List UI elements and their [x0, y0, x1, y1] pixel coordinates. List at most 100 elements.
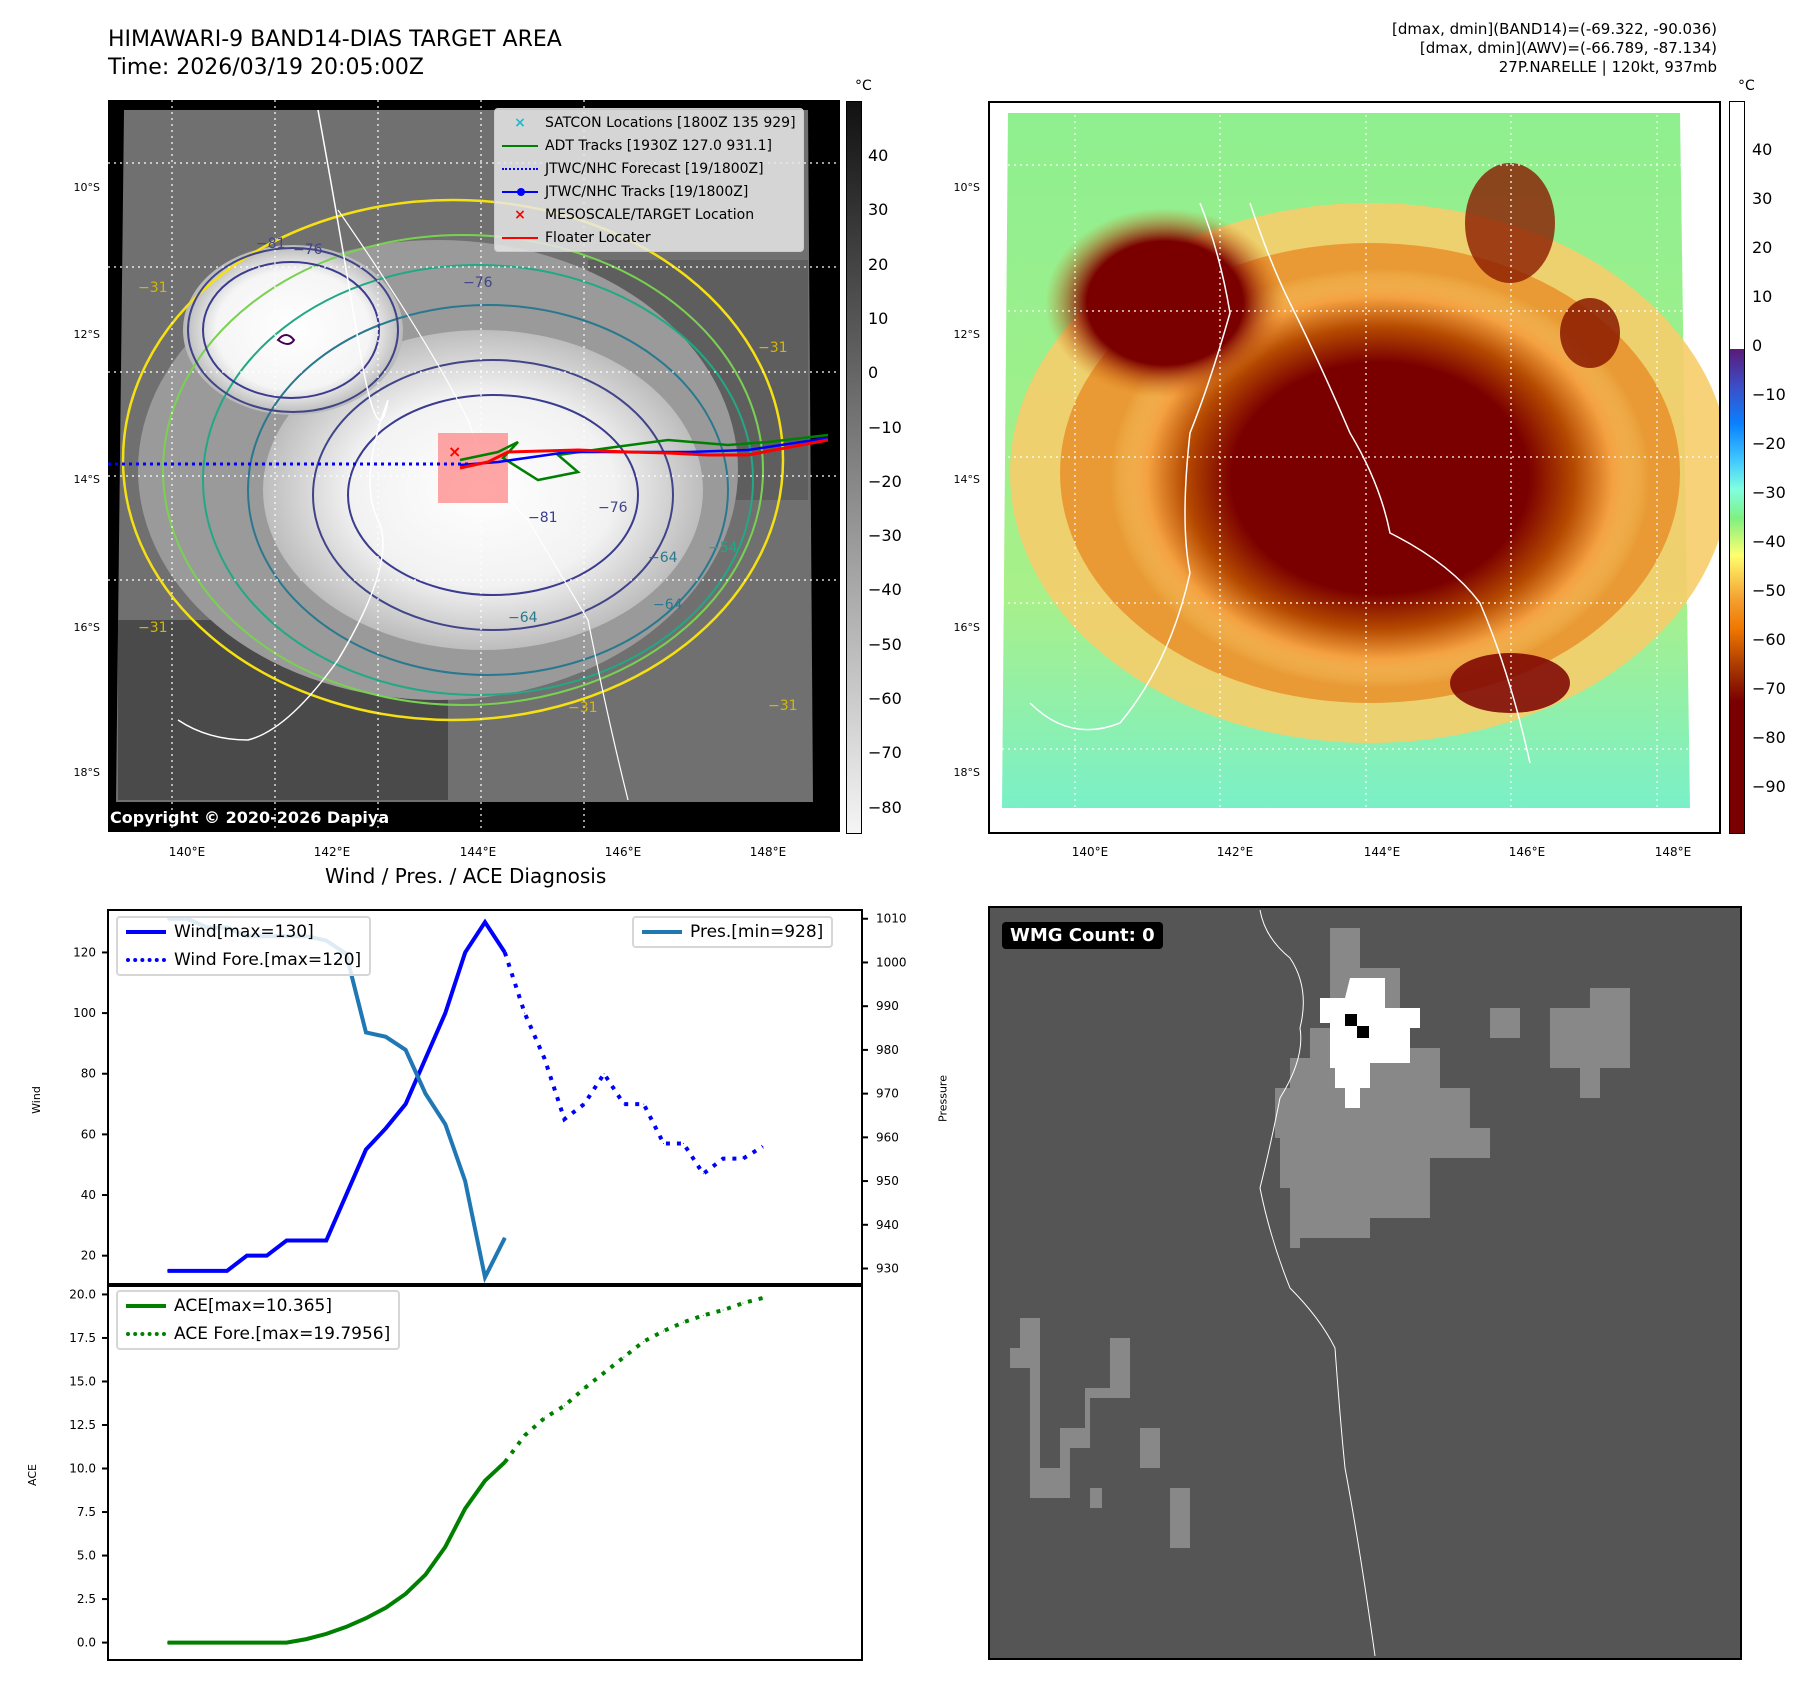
wmg-gray-patch	[1170, 1488, 1190, 1548]
data-point	[603, 1372, 605, 1374]
legend-label: ACE[max=10.365]	[174, 1296, 332, 1316]
ace-tick-label: 10.0	[69, 1462, 96, 1476]
ace-chart: 0.0 2.5 5.0 7.5 10.0 12.5 15.0 17.5 20.0 ACE	[26, 1283, 863, 1661]
contour-label: −64	[653, 597, 683, 613]
ir-lon-label: 148°E	[749, 845, 787, 859]
pressure-tick-label: 990	[876, 999, 899, 1013]
data-point	[424, 1574, 426, 1576]
ace-tick-label: 12.5	[69, 1418, 96, 1432]
ir-map-image: ×	[108, 100, 840, 832]
pressure-tick-label: 960	[876, 1130, 899, 1144]
copyright-text: Copyright © 2020-2026 Dapiya	[110, 808, 390, 827]
awv-lat-label: 14°S	[953, 473, 980, 486]
ace-tick-label: 20.0	[69, 1287, 96, 1301]
legend-item-floater: Floater Locater	[495, 226, 803, 249]
awv-lon-label: 148°E	[1654, 845, 1692, 859]
data-point	[186, 1642, 188, 1644]
contour-minus31	[121, 198, 785, 722]
wind-tick-label: 80	[81, 1067, 96, 1081]
legend-item-satcon: × SATCON Locations [1800Z 135 929]	[495, 111, 803, 134]
awv-lat-label: 16°S	[953, 621, 980, 634]
data-point	[762, 1146, 764, 1148]
ir-colorbar	[846, 101, 862, 834]
pressure-tick-label: 950	[876, 1174, 899, 1188]
contour-label: −76	[598, 500, 628, 516]
ir-lat-label: 14°S	[73, 473, 100, 486]
data-point	[226, 1270, 228, 1272]
data-point	[365, 1031, 367, 1033]
data-point	[702, 1314, 704, 1316]
data-point	[385, 1036, 387, 1038]
colorbar-tick-label: 0	[868, 363, 879, 383]
ace-tick-label: 17.5	[69, 1331, 96, 1345]
wmg-count-badge: WMG Count: 0	[1002, 922, 1163, 949]
data-point	[186, 1270, 188, 1272]
data-point	[623, 1103, 625, 1105]
contour-minus64-inner	[247, 304, 729, 676]
data-point	[682, 1142, 684, 1144]
ace-y-ticks: 0.0 2.5 5.0 7.5 10.0 12.5 15.0 17.5 20.0	[69, 1287, 108, 1650]
data-point	[663, 1142, 665, 1144]
wmg-gray-region-e	[1490, 988, 1630, 1098]
contour-label: −54	[708, 540, 738, 556]
colorbar-tick-label: 30	[868, 200, 889, 220]
ir-lat-label: 12°S	[73, 328, 100, 341]
data-point	[167, 1642, 169, 1644]
colorbar-tick-label: −10	[868, 417, 902, 437]
colorbar-tick-label: −20	[1752, 434, 1786, 453]
data-point	[444, 1123, 446, 1125]
colorbar-tick-label: −50	[1752, 581, 1786, 600]
colorbar-tick-label: −20	[868, 471, 902, 491]
contour-label: −31	[768, 698, 798, 714]
data-point	[464, 1508, 466, 1510]
colorbar-tick-label: 30	[1752, 189, 1773, 208]
data-point	[385, 1127, 387, 1129]
awv-lon-label: 144°E	[1363, 845, 1401, 859]
colorbar-tick-label: −70	[1752, 679, 1786, 698]
data-point	[663, 1330, 665, 1332]
data-point	[405, 1593, 407, 1595]
colorbar-tick-label: 10	[868, 308, 889, 328]
x-marker-icon: ×	[514, 206, 526, 223]
awv-colorbar	[1729, 101, 1745, 834]
pressure-y-ticks: 930 940 950 960 970 980 990 1000 1010	[862, 912, 907, 1276]
data-point	[643, 1103, 645, 1105]
ir-lon-label: 146°E	[604, 845, 642, 859]
colorbar-tick-label: 20	[868, 254, 889, 274]
wind-tick-label: 120	[73, 945, 96, 959]
awv-coastline	[1029, 202, 1531, 764]
data-point	[444, 1546, 446, 1548]
contour-nw-81	[202, 261, 380, 399]
awv-nw-cell	[1045, 208, 1285, 398]
wmg-gray-region-ne	[1275, 928, 1490, 1248]
wind-chart-frame	[107, 909, 863, 1287]
dotted-line-icon	[118, 958, 174, 962]
colorbar-tick-label: 40	[1752, 140, 1773, 159]
colorbar-tick-label: −40	[868, 580, 902, 600]
data-point	[544, 1417, 546, 1419]
data-point	[286, 1240, 288, 1242]
floater-track	[459, 438, 829, 470]
ir-map-panel: × × SATCON Locations [1800Z 135 929] ADT…	[108, 100, 840, 832]
ir-lon-label: 144°E	[459, 845, 497, 859]
line-icon	[495, 236, 545, 239]
colorbar-tick-label: −10	[1752, 385, 1786, 404]
legend-item-adt: ADT Tracks [1930Z 127.0 931.1]	[495, 134, 803, 157]
figure-title: HIMAWARI-9 BAND14-DIAS TARGET AREA Time:…	[108, 26, 562, 82]
data-point	[424, 1093, 426, 1095]
data-point	[424, 1058, 426, 1060]
awv-lat-label: 18°S	[953, 766, 980, 779]
contour-label: −76	[463, 275, 493, 291]
data-point	[504, 1461, 506, 1463]
legend-label: SATCON Locations [1800Z 135 929]	[545, 114, 796, 131]
awv-lat-label: 12°S	[953, 328, 980, 341]
ace-tick-label: 7.5	[77, 1505, 96, 1519]
series-line-1	[502, 951, 764, 1177]
data-point	[305, 1240, 307, 1242]
coastline	[177, 109, 389, 741]
data-point	[405, 1049, 407, 1051]
contour-minus81	[347, 394, 639, 596]
line-icon	[118, 1304, 174, 1308]
legend-label: ADT Tracks [1930Z 127.0 931.1]	[545, 137, 772, 154]
data-point	[643, 1340, 645, 1342]
